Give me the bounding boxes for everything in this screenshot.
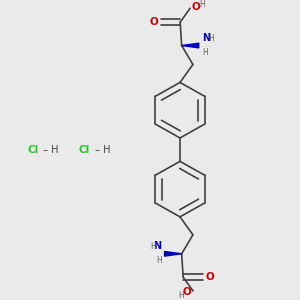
Text: Cl: Cl	[79, 145, 90, 155]
Text: Cl: Cl	[28, 145, 39, 155]
Text: N: N	[153, 241, 162, 251]
Text: O: O	[205, 272, 214, 282]
Text: – H: – H	[40, 145, 59, 155]
Text: H: H	[156, 256, 162, 265]
Text: H: H	[150, 242, 156, 251]
Text: H: H	[199, 0, 205, 9]
Text: O: O	[183, 287, 192, 297]
Text: O: O	[192, 2, 200, 12]
Polygon shape	[165, 251, 182, 256]
Text: – H: – H	[92, 145, 110, 155]
Text: H: H	[202, 48, 208, 57]
Polygon shape	[182, 43, 199, 48]
Text: H: H	[208, 34, 214, 43]
Text: O: O	[149, 17, 158, 27]
Text: H: H	[178, 291, 184, 300]
Text: N: N	[202, 33, 210, 43]
